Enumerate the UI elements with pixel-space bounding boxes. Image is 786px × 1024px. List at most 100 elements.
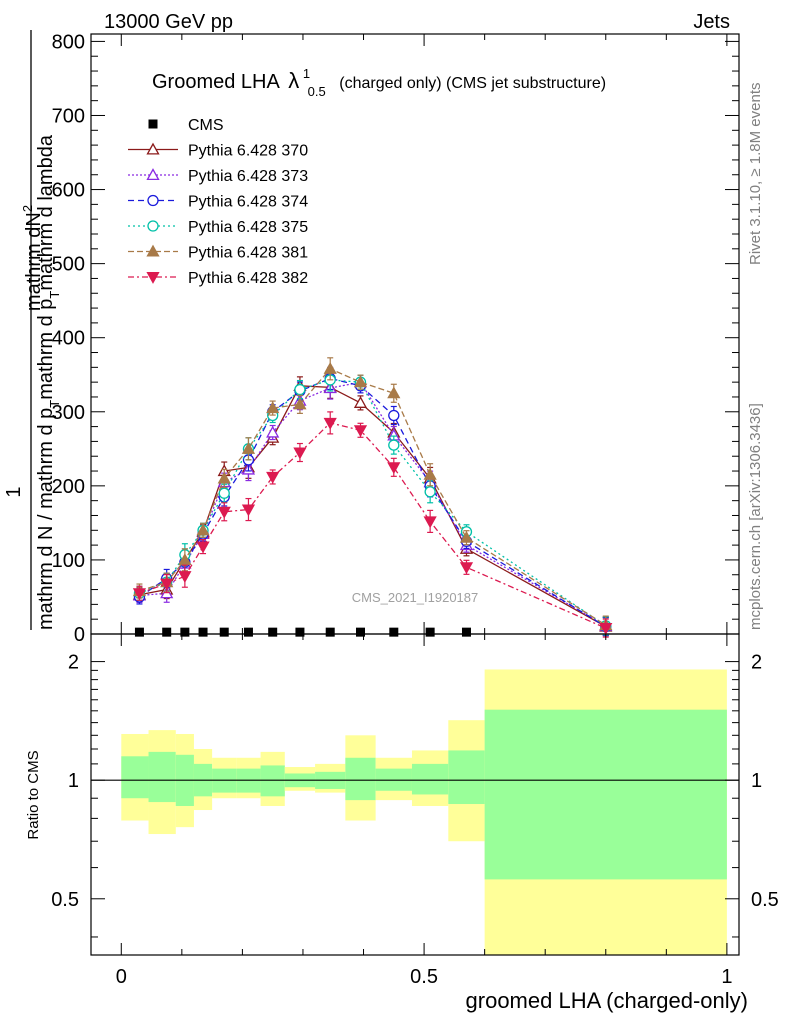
series-point xyxy=(323,361,337,374)
main-y-tick-label: 0 xyxy=(74,624,85,646)
series-point xyxy=(217,471,231,484)
header-left: 13000 GeV pp xyxy=(104,11,233,33)
series-point xyxy=(241,504,256,517)
plot-title-sub: 0.5 xyxy=(308,84,326,99)
main-y-label: 1 mathrm dN2 mathrm d N / mathrm d pTmat… xyxy=(3,30,62,630)
series-point xyxy=(293,397,307,410)
ratio-green-band xyxy=(484,709,727,880)
legend: CMS Pythia 6.428 370 Pythia 6.428 373 Pythi… xyxy=(128,117,308,287)
legend-label: Pythia 6.428 373 xyxy=(188,168,308,185)
ratio-frame xyxy=(90,633,740,956)
rivet-label: Rivet 3.1.10, ≥ 1.8M events xyxy=(747,83,764,266)
y-label-one: 1 xyxy=(3,486,25,497)
legend-marker xyxy=(146,244,160,257)
legend-label: Pythia 6.428 374 xyxy=(188,194,308,211)
series-point xyxy=(196,541,210,554)
series-point xyxy=(323,417,337,430)
main-y-tick-label: 200 xyxy=(52,476,85,498)
series-point xyxy=(266,425,280,438)
legend-label: Pythia 6.428 370 xyxy=(188,143,308,160)
ratio-green-band xyxy=(260,765,285,797)
cms-data-point xyxy=(461,627,471,637)
legend-marker xyxy=(147,194,159,207)
legend-marker xyxy=(146,142,160,155)
ratio-green-band xyxy=(148,751,176,803)
series-point xyxy=(387,462,401,475)
series-point xyxy=(196,523,210,536)
series-line xyxy=(139,368,607,626)
main-plot-panel: 0 100 200 300 400 500 600 700 800 xyxy=(52,31,740,646)
ratio-y-label: Ratio to CMS xyxy=(25,750,42,839)
cms-data-point xyxy=(268,627,278,637)
main-y-tick-label: 400 xyxy=(52,328,85,350)
series-6 xyxy=(132,411,613,638)
legend-label: CMS xyxy=(188,117,224,134)
y-label-den-a-sub: T xyxy=(47,400,62,408)
plot-title-rest: (charged only) (CMS jet substructure) xyxy=(339,75,606,92)
series-point xyxy=(178,553,192,565)
series-point xyxy=(217,506,231,519)
ratio-green-band xyxy=(411,763,449,795)
cms-data-point xyxy=(198,627,208,637)
analysis-watermark: CMS_2021_I1920187 xyxy=(352,590,479,605)
plot-title-sup: 1 xyxy=(303,66,310,81)
cms-data-point xyxy=(355,627,365,637)
series-point xyxy=(423,516,437,529)
cms-data-point xyxy=(134,627,144,637)
legend-marker xyxy=(146,271,160,284)
legend-label: Pythia 6.428 375 xyxy=(188,219,308,236)
y-label-den-b: mathrm d p xyxy=(35,299,57,400)
main-y-tick-label: 300 xyxy=(52,402,85,424)
main-y-tick-label: 700 xyxy=(52,105,85,127)
main-y-tick-label: 100 xyxy=(52,550,85,572)
series-point xyxy=(388,409,400,422)
series-point xyxy=(423,467,437,480)
cms-data-point xyxy=(389,627,399,637)
y-label-num-text: mathrm dN xyxy=(23,212,45,311)
header-right: Jets xyxy=(693,11,730,33)
legend-label: Pythia 6.428 382 xyxy=(188,270,308,287)
series-point xyxy=(424,486,436,498)
ratio-y-tick-label: 2 xyxy=(68,652,79,674)
ratio-plot-panel: 0 0.5 1 0.5 0.5 1 1 2 2 xyxy=(51,633,779,988)
ratio-y-tick-label: 0.5 xyxy=(51,889,79,911)
x-tick-label: 0.5 xyxy=(410,966,438,988)
y-label-den-b-sub: T xyxy=(47,291,62,299)
series-point xyxy=(387,386,401,399)
series-point xyxy=(218,487,230,499)
x-axis-label: groomed LHA (charged-only) xyxy=(466,988,748,1013)
legend-marker xyxy=(146,168,160,181)
series-point xyxy=(132,588,147,601)
legend-cms-marker xyxy=(148,119,158,129)
y-label-numerator: mathrm dN2 xyxy=(20,205,45,311)
y-label-num-sup: 2 xyxy=(20,205,35,212)
ratio-green-band xyxy=(345,757,376,801)
series-point xyxy=(459,562,474,575)
x-tick-label: 1 xyxy=(721,966,732,988)
series-line xyxy=(139,381,607,627)
x-tick-label: 0 xyxy=(116,966,127,988)
series-line xyxy=(139,379,607,627)
series-point xyxy=(353,375,368,388)
y-label-den-c: mathrm d lambda xyxy=(35,134,57,290)
y-label-den-a: mathrm d N / mathrm d p xyxy=(35,408,57,630)
y-label-denominator: mathrm d N / mathrm d pTmathrm d pTmathr… xyxy=(35,134,62,630)
cms-data-point xyxy=(425,627,435,637)
series-point xyxy=(160,578,174,591)
series-point xyxy=(241,441,256,454)
series-point xyxy=(353,396,368,408)
series-point xyxy=(353,425,368,438)
main-y-tick-label: 600 xyxy=(52,180,85,202)
series-point xyxy=(293,447,307,460)
ratio-green-band xyxy=(121,756,149,799)
ratio-green-band xyxy=(448,750,485,805)
series-point xyxy=(294,383,306,396)
plot-title: Groomed LHA λ 1 0.5 (charged only) (CMS … xyxy=(152,61,606,101)
series-point xyxy=(599,623,613,635)
series-point xyxy=(178,571,192,584)
series-point xyxy=(266,401,280,414)
cms-data-point xyxy=(295,627,305,637)
series-point xyxy=(388,439,400,451)
legend-label: Pythia 6.428 381 xyxy=(188,245,308,262)
